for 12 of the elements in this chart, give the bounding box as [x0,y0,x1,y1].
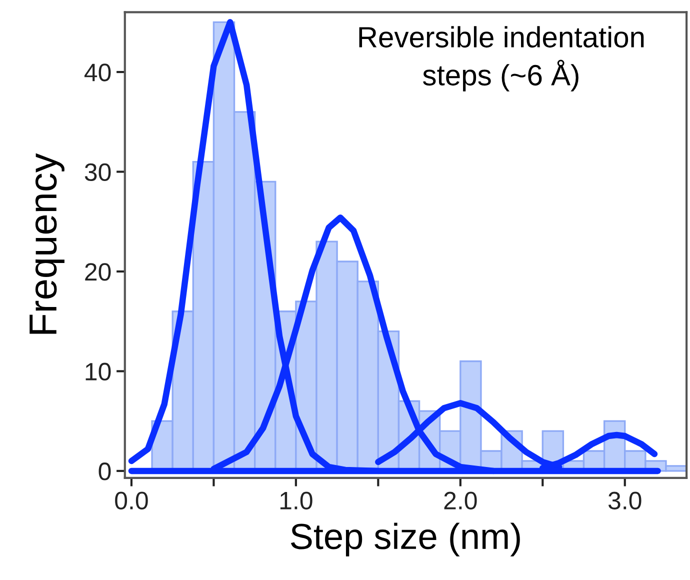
annotation: Reversible indentation steps (~6 Å) [359,26,644,92]
y-tick-label: 20 [85,263,111,281]
x-tick-label: 3.0 [608,492,642,510]
y-tick-label: 10 [86,362,111,381]
y-axis-title: Frequency [30,153,64,334]
x-tick-label: 0.0 [115,492,148,510]
x-axis-title: Step size (nm) [290,522,520,556]
x-tick-label: 1.0 [280,492,312,510]
y-tick-label: 0 [98,462,111,480]
y-tick-label: 30 [84,163,111,182]
y-tick-label: 40 [84,64,111,82]
x-tick-label: 2.0 [444,492,477,510]
